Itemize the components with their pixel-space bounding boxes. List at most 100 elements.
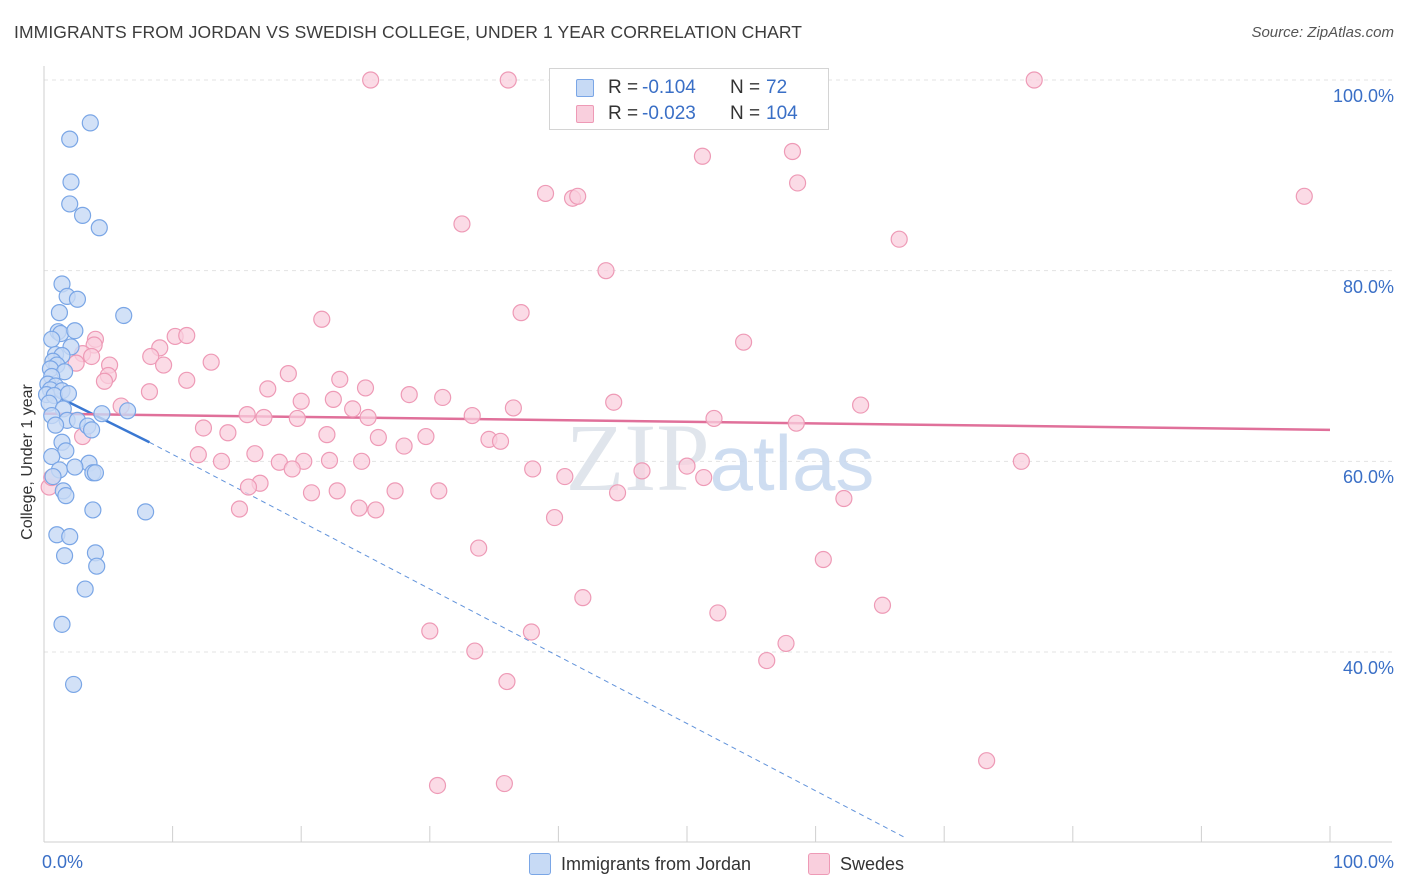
- jordan-point-52: [136, 503, 155, 521]
- swedes-point-90: [466, 642, 484, 660]
- legend-label-swedes: Swedes: [840, 854, 905, 874]
- legend-row-jordan: R = -0.104 N = 72: [550, 75, 828, 101]
- jordan-point-54: [61, 528, 79, 546]
- gridlines: [44, 79, 1392, 653]
- swedes-point-77: [835, 489, 853, 508]
- swedes-point-34: [356, 379, 375, 397]
- swedes-point-75: [386, 482, 404, 500]
- series-legend: Immigrants from Jordan Swedes: [0, 852, 1406, 878]
- y-tick-label-100: 100.0%: [1332, 86, 1394, 106]
- swedes-point-78: [367, 501, 385, 519]
- y-tick-label-60: 60.0%: [1342, 467, 1394, 488]
- legend-n-label: N =: [730, 77, 761, 98]
- legend-n-label: N =: [730, 103, 761, 124]
- swedes-point-10: [453, 215, 471, 233]
- swedes-point-9: [536, 184, 555, 203]
- jordan-point-39: [82, 421, 101, 439]
- swedes-point-53: [369, 428, 387, 447]
- legend-swatch-jordan: [576, 79, 594, 97]
- x-tick-label-min: 0.0%: [42, 852, 84, 872]
- swedes-point-100: [605, 393, 623, 411]
- swedes-point-37: [434, 388, 452, 407]
- swedes-point-96: [678, 457, 696, 475]
- swedes-point-11: [788, 174, 807, 192]
- jordan-point-57: [88, 557, 106, 575]
- jordan-point-3: [61, 195, 79, 213]
- swedes-point-83: [814, 550, 832, 569]
- swedes-point-82: [470, 539, 488, 557]
- swedes-point-1: [499, 71, 517, 89]
- jordan-point-46: [86, 464, 105, 482]
- jordan-point-38: [46, 416, 65, 434]
- swedes-point-91: [498, 672, 516, 691]
- swedes-point-94: [428, 776, 447, 795]
- swedes-point-73: [239, 478, 258, 496]
- swedes-point-3: [1025, 71, 1043, 89]
- legend-r-label: R =: [608, 77, 639, 98]
- swedes-point-39: [140, 383, 159, 401]
- swedes-point-68: [556, 467, 574, 486]
- swedes-point-50: [219, 424, 237, 442]
- swedes-point-103: [852, 396, 870, 414]
- jordan-point-4: [73, 206, 92, 224]
- chart-source: Source: ZipAtlas.com: [1251, 24, 1394, 41]
- swedes-point-69: [1012, 452, 1030, 470]
- legend-n-value-jordan: 72: [766, 77, 788, 98]
- jordan-point-8: [68, 290, 87, 308]
- swedes-point-87: [421, 622, 439, 640]
- swedes-point-6: [1295, 187, 1313, 205]
- swedes-point-43: [463, 406, 481, 425]
- jordan-point-13: [66, 322, 84, 340]
- swedes-point-59: [189, 446, 207, 464]
- swedes-point-52: [318, 426, 336, 444]
- jordan-point-14: [43, 330, 61, 348]
- legend-n-value-swedes: 104: [766, 103, 798, 124]
- jordan-point-29: [59, 385, 78, 403]
- jordan-point-56: [55, 547, 74, 565]
- swedes-point-30: [279, 365, 297, 383]
- swedes-points: [40, 71, 1313, 795]
- swedes-point-45: [238, 406, 256, 424]
- swedes-point-80: [230, 500, 249, 518]
- swedes-point-13: [597, 262, 615, 280]
- swedes-point-93: [978, 752, 996, 770]
- jordan-point-42: [43, 447, 61, 466]
- swedes-point-99: [633, 462, 651, 480]
- y-tick-label-80: 80.0%: [1342, 276, 1394, 297]
- swedes-point-46: [288, 409, 306, 428]
- swedes-point-95: [495, 774, 513, 793]
- swedes-point-74: [328, 482, 346, 500]
- jordan-point-47: [66, 458, 84, 476]
- swedes-point-24: [142, 347, 160, 366]
- swedes-point-62: [353, 452, 371, 470]
- swedes-point-32: [95, 372, 114, 390]
- swedes-point-92: [758, 651, 776, 670]
- jordan-point-50: [57, 487, 75, 505]
- swedes-point-56: [491, 432, 510, 450]
- swedes-point-85: [873, 596, 892, 614]
- swedes-point-102: [787, 414, 805, 432]
- legend-r-label: R =: [608, 103, 639, 124]
- swedes-point-79: [350, 499, 368, 517]
- swedes-point-47: [359, 408, 377, 427]
- swedes-point-42: [344, 400, 362, 418]
- jordan-point-9: [115, 306, 133, 325]
- legend-r-value-swedes: -0.023: [642, 103, 696, 124]
- swedes-point-38: [324, 390, 342, 408]
- jordan-point-33: [93, 405, 111, 423]
- swedes-point-35: [259, 380, 277, 398]
- swedes-point-84: [574, 589, 592, 607]
- legend-row-swedes: R = -0.023 N = 104: [550, 101, 828, 127]
- swedes-point-58: [246, 445, 264, 463]
- jordan-point-2: [62, 173, 80, 191]
- swedes-point-36: [400, 386, 418, 404]
- swedes-point-25: [67, 354, 85, 372]
- jordan-point-60: [64, 675, 83, 694]
- stats-legend: R = -0.104 N = 72 R = -0.023 N = 104: [549, 68, 829, 130]
- jordan-trend-extension: [149, 441, 906, 839]
- x-tick-label-max: 100.0%: [1332, 852, 1394, 872]
- jordan-point-58: [76, 580, 94, 598]
- jordan-point-1: [61, 130, 79, 148]
- swedes-point-44: [504, 399, 522, 417]
- jordan-point-10: [50, 304, 69, 322]
